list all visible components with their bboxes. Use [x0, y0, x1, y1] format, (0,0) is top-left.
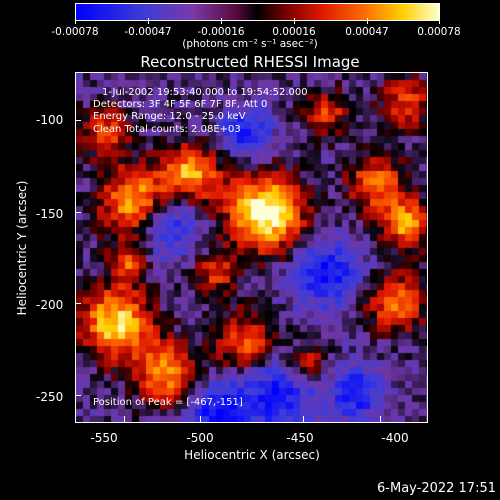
x-tick-mark: [303, 416, 304, 422]
colorbar-tick-label: 0.00047: [345, 26, 389, 38]
colorbar-tick: [221, 18, 222, 24]
clean-annotation: Clean Total counts: 2.08E+03: [93, 124, 241, 135]
chart-title: Reconstructed RHESSI Image: [140, 53, 360, 71]
peak-annotation: Position of Peak = [-467,-151]: [93, 397, 243, 408]
x-tick-mark: [124, 416, 125, 422]
y-tick-label: -100: [36, 113, 64, 127]
time-range-annotation: 1-Jul-2002 19:53:40.000 to 19:54:52.000: [102, 87, 308, 98]
colorbar-tick-label: 0.00078: [417, 26, 461, 38]
y-tick-mark: [75, 212, 81, 213]
colorbar: [75, 3, 440, 21]
x-tick-mark: [380, 416, 381, 422]
colorbar-tick-label: -0.00078: [51, 26, 99, 38]
x-axis-label: Heliocentric X (arcsec): [184, 448, 320, 462]
heatmap-plot: 1-Jul-2002 19:53:40.000 to 19:54:52.000 …: [75, 72, 428, 423]
y-axis-label: Heliocentric Y (arcsec): [15, 180, 29, 316]
x-tick-mark: [200, 416, 201, 422]
x-tick-label: -450: [286, 431, 314, 445]
colorbar-tick-label: -0.00047: [124, 26, 172, 38]
x-tick-label: -550: [90, 431, 118, 445]
colorbar-tick-label: 0.00016: [272, 26, 316, 38]
y-tick-label: -150: [36, 207, 64, 221]
detectors-annotation: Detectors: 3F 4F 5F 6F 7F 8F, Att 0: [93, 99, 268, 110]
colorbar-tick: [75, 18, 76, 24]
x-tick-label: -500: [186, 431, 214, 445]
y-tick-mark: [75, 395, 81, 396]
y-tick-mark: [75, 303, 81, 304]
colorbar-tick: [148, 18, 149, 24]
colorbar-units: (photons cm⁻² s⁻¹ asec⁻²): [182, 38, 318, 50]
heatmap-canvas: [76, 73, 427, 422]
colorbar-tick: [294, 18, 295, 24]
colorbar-tick: [367, 18, 368, 24]
colorbar-tick: [439, 18, 440, 24]
footer-date: 6-May-2022 17:51: [377, 481, 496, 496]
energy-annotation: Energy Range: 12.0 - 25.0 keV: [93, 111, 246, 122]
y-tick-label: -250: [36, 390, 64, 404]
y-tick-mark: [75, 120, 81, 121]
x-tick-label: -400: [381, 431, 409, 445]
colorbar-tick-label: -0.00016: [197, 26, 245, 38]
y-tick-label: -200: [36, 298, 64, 312]
